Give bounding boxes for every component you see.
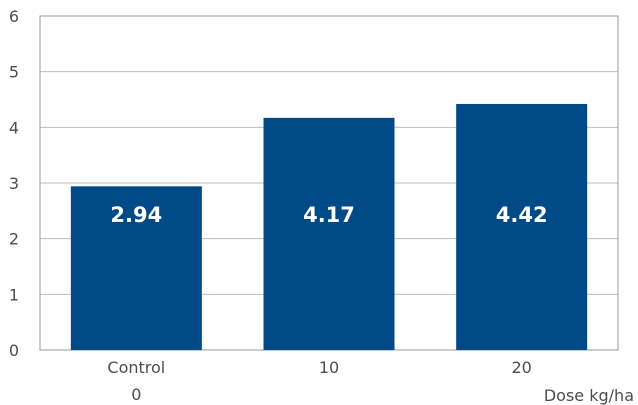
bar-data-label: 2.94: [110, 203, 162, 227]
y-tick-label: 1: [9, 285, 19, 304]
y-axis-ticks: 0 1 2 3 4 5 6: [9, 7, 19, 360]
x-axis-categories: Control 0 10 20: [107, 358, 531, 404]
x-category-label: Control: [107, 358, 165, 377]
bar-1: [263, 117, 395, 351]
x-category-label: 20: [511, 358, 531, 377]
bar-0: [70, 186, 202, 350]
y-tick-label: 3: [9, 174, 19, 193]
y-tick-label: 0: [9, 341, 19, 360]
y-tick-label: 4: [9, 118, 19, 137]
x-category-label: 10: [319, 358, 339, 377]
bar-2: [456, 103, 588, 350]
y-tick-label: 5: [9, 63, 19, 82]
y-tick-label: 2: [9, 230, 19, 249]
x-category-label: 0: [131, 385, 141, 404]
x-axis-label: Dose kg/ha: [544, 386, 634, 405]
bar-data-label: 4.17: [303, 203, 355, 227]
bar-data-label: 4.42: [496, 203, 548, 227]
y-tick-label: 6: [9, 7, 19, 26]
bars: 2.94 4.17 4.42: [70, 103, 588, 351]
